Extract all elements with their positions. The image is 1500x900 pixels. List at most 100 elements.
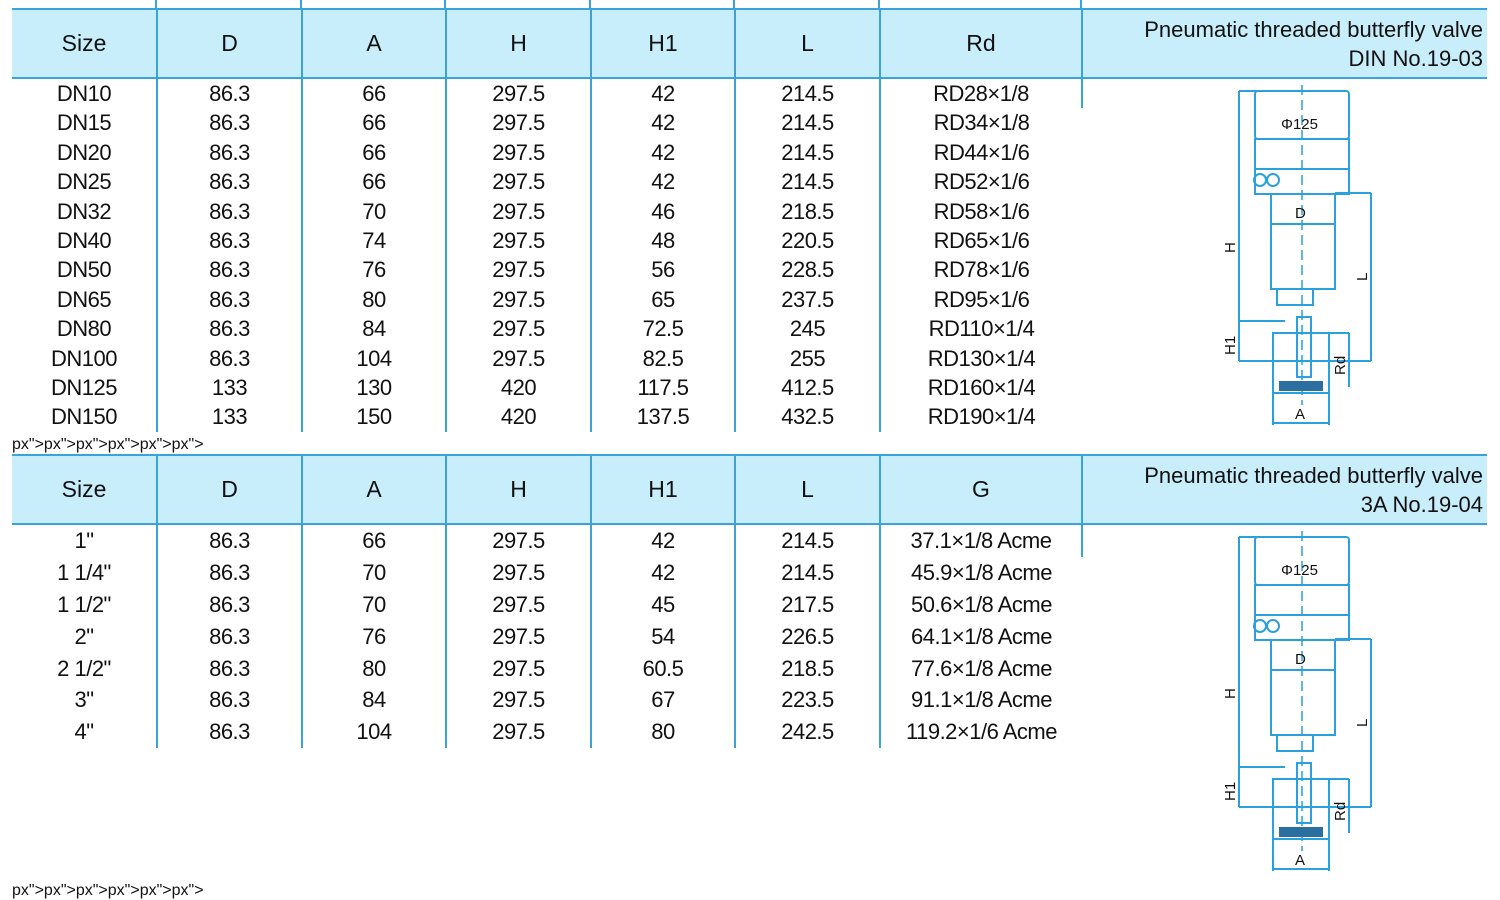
table-cell: 297.5 — [446, 255, 592, 285]
table-cell: 50.6×1/8 Acme — [911, 591, 1052, 617]
table-cell: 80 — [591, 715, 736, 748]
table-cell: 214.5 — [735, 556, 881, 589]
table-cell: 297.5 — [446, 652, 592, 685]
table-cell: 66 — [302, 108, 447, 138]
dim-h1-label: H1 — [1222, 336, 1239, 355]
model-number: DIN No.19-03 — [1348, 45, 1483, 71]
table-cell: DN40 — [12, 226, 158, 256]
table-cell: 104 — [302, 343, 447, 374]
table-cell: 297.5 — [446, 588, 592, 621]
table-cell: 72.5 — [591, 314, 736, 344]
table-cell: 86.3 — [157, 343, 303, 374]
dim-h-label: H — [1222, 688, 1239, 699]
table-cell: 42 — [591, 524, 736, 557]
table-cell: 217.5 — [735, 588, 881, 621]
table-row: 2" 86.3 76 297.5 54 226.5 64.1×1/8 Acme — [12, 620, 1487, 653]
table-row: DN15 86.3 66 297.5 42 214.5 RD34×1/8 — [12, 108, 1487, 138]
table-cell: 76 — [302, 620, 447, 653]
table-cell: 133 — [157, 402, 303, 432]
diameter-label: Φ125 — [1281, 562, 1318, 579]
table-cell: 86.3 — [157, 620, 303, 653]
table-cell: 66 — [302, 524, 447, 557]
table-cell: 1" — [12, 524, 158, 557]
table-cell: 130 — [302, 373, 447, 403]
table-cell: 70 — [302, 556, 447, 589]
table-cell: RD78×1/6 — [933, 257, 1030, 283]
table-row: 2 1/2" 86.3 80 297.5 60.5 218.5 77.6×1/8 Acme — [12, 652, 1487, 685]
table-cell: 133 — [157, 373, 303, 403]
table-cell: 297.5 — [446, 108, 592, 138]
dim-a-label: A — [1295, 406, 1305, 423]
table-row: DN25 86.3 66 297.5 42 214.5 RD52×1/6 — [12, 167, 1487, 197]
table-cell: 82.5 — [591, 343, 736, 374]
table-cell: 42 — [591, 167, 736, 197]
table-row: 3" 86.3 84 297.5 67 223.5 91.1×1/8 Acme — [12, 684, 1487, 716]
table-row: 1 1/2" 86.3 70 297.5 45 217.5 50.6×1/8 Acme — [12, 588, 1487, 621]
table-cell: 214.5 — [735, 167, 881, 197]
product-title: Pneumatic threaded butterfly valve 3A No.… — [1082, 454, 1487, 526]
table-cell: 86.3 — [157, 524, 303, 557]
dim-d-label: D — [1295, 205, 1306, 222]
table-cell: 137.5 — [591, 402, 736, 432]
table-cell: 86.3 — [157, 588, 303, 621]
table-cell: 42 — [591, 108, 736, 138]
column-header: G — [880, 454, 1083, 526]
table-cell: DN150 — [12, 402, 158, 432]
table-cell: DN32 — [12, 196, 158, 227]
table-cell: 56 — [591, 255, 736, 285]
table-cell: 220.5 — [735, 226, 881, 256]
table-cell: 297.5 — [446, 343, 592, 374]
table-cell: 226.5 — [735, 620, 881, 653]
table-row: DN125 133 130 420 117.5 412.5 RD160×1/4 — [12, 373, 1487, 403]
table-cell: 297.5 — [446, 284, 592, 315]
table-cell: 84 — [302, 314, 447, 344]
table-cell: 70 — [302, 588, 447, 621]
title-line: Pneumatic threaded butterfly valve — [1144, 16, 1483, 42]
table-cell: 218.5 — [735, 652, 881, 685]
table-cell: 86.3 — [157, 314, 303, 344]
table-cell: 86.3 — [157, 78, 303, 109]
table-cell: 297.5 — [446, 167, 592, 197]
column-header: D — [157, 8, 303, 79]
table-cell: 74 — [302, 226, 447, 256]
table-row: DN40 86.3 74 297.5 48 220.5 RD65×1/6 — [12, 226, 1487, 256]
table-cell: 86.3 — [157, 556, 303, 589]
table-row: DN100 86.3 104 297.5 82.5 255 RD130×1/4 — [12, 343, 1487, 374]
column-header: Size — [12, 8, 158, 79]
table-row: DN150 133 150 420 137.5 432.5 RD190×1/4 — [12, 402, 1487, 432]
header-row: Size D A H H1 L Rd Pneumatic threaded butterfly… — [12, 8, 1487, 79]
table-cell: 86.3 — [157, 196, 303, 227]
table-cell: DN10 — [12, 78, 158, 109]
dim-rd-label: Rd — [1332, 356, 1349, 375]
table-cell: 214.5 — [735, 78, 881, 109]
column-header: H1 — [591, 8, 736, 79]
table-cell: 42 — [591, 137, 736, 168]
dim-l-label: L — [1354, 273, 1371, 281]
table-cell: 119.2×1/6 Acme — [906, 719, 1058, 745]
diameter-label: Φ125 — [1281, 116, 1318, 133]
table-cell: 255 — [735, 343, 881, 374]
table-cell: 117.5 — [591, 373, 736, 403]
table-cell: DN125 — [12, 373, 158, 403]
table-cell: 70 — [302, 196, 447, 227]
dim-h1-label: H1 — [1222, 782, 1239, 801]
table-row: DN50 86.3 76 297.5 56 228.5 RD78×1/6 — [12, 255, 1487, 285]
table-cell: RD65×1/6 — [933, 228, 1030, 254]
table-cell: 420 — [446, 373, 592, 403]
table-cell: RD190×1/4 — [927, 404, 1036, 430]
table-cell: 60.5 — [591, 652, 736, 685]
table-cell: 80 — [302, 284, 447, 315]
table-cell: 37.1×1/8 Acme — [880, 524, 1083, 557]
table-cell: RD110×1/4 — [928, 316, 1035, 342]
table-cell: RD52×1/6 — [933, 169, 1030, 195]
table-cell: 2 1/2" — [12, 652, 158, 685]
table-cell: 297.5 — [446, 137, 592, 168]
table-cell: 80 — [302, 652, 447, 685]
table-cell: 297.5 — [446, 196, 592, 227]
table-cell: 86.3 — [157, 652, 303, 685]
column-header: H — [446, 8, 592, 79]
table-row: DN10 86.3 66 297.5 42 214.5 RD28×1/8 — [12, 78, 1487, 425]
header-row: Size D A H H1 L G Pneumatic threaded butterfly … — [12, 454, 1487, 526]
table-cell: 1 1/4" — [12, 556, 158, 589]
table-cell: 91.1×1/8 Acme — [911, 687, 1052, 713]
